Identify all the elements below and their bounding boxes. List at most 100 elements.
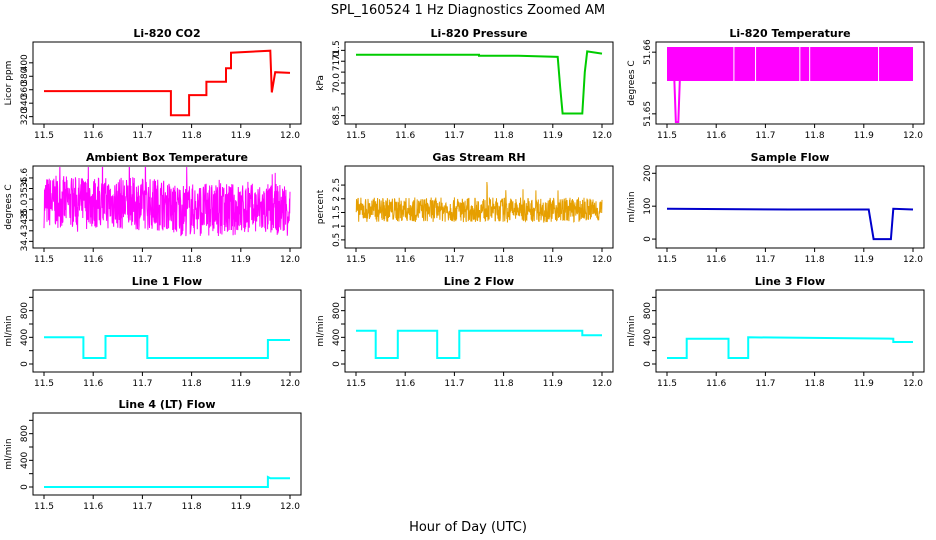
- plot-frame: [32, 412, 302, 496]
- x-tick-label: 11.7: [132, 131, 152, 141]
- figure-title: SPL_160524 1 Hz Diagnostics Zoomed AM: [331, 3, 605, 18]
- panel-title: Ambient Box Temperature: [86, 151, 248, 164]
- series-line: [356, 50, 603, 115]
- x-tick-label: 11.5: [346, 131, 366, 141]
- x-tick-label: 12.0: [903, 131, 923, 141]
- x-tick-label: 11.7: [755, 255, 775, 265]
- x-tick-label: 12.0: [280, 131, 300, 141]
- x-tick-label: 11.6: [706, 131, 726, 141]
- x-tick-label: 11.9: [543, 379, 563, 389]
- panel-title: Li-820 CO2: [133, 27, 200, 40]
- x-tick-label: 11.6: [395, 131, 415, 141]
- y-axis-label: degrees C: [627, 60, 637, 105]
- x-tick-label: 11.9: [231, 379, 251, 389]
- y-axis-label: ml/min: [627, 191, 637, 222]
- y-tick-label: 380: [20, 67, 30, 84]
- y-tick-label: 35.4: [20, 178, 30, 198]
- y-axis-label: kPa: [316, 75, 326, 91]
- series-line: [673, 80, 681, 123]
- x-tick-label: 12.0: [903, 255, 923, 265]
- y-axis-label: Licor ppm: [4, 61, 14, 106]
- x-tick-label: 11.5: [34, 502, 54, 512]
- x-tick-label: 11.5: [34, 379, 54, 389]
- y-tick-label: 400: [20, 328, 30, 345]
- panel-licor_temp: Li-820 Temperature degrees C 11.5 11.6 11.7 1…: [627, 27, 925, 141]
- y-tick-label: 400: [332, 328, 342, 345]
- y-tick-label: 0.5: [332, 233, 342, 247]
- x-tick-label: 11.6: [83, 131, 103, 141]
- y-tick-label: 0: [332, 361, 342, 367]
- y-tick-label: 0: [20, 361, 30, 367]
- x-tick-label: 11.7: [132, 379, 152, 389]
- y-tick-label: 1: [332, 223, 342, 229]
- y-tick-label: 0: [643, 236, 653, 242]
- y-tick-label: 400: [20, 54, 30, 71]
- series-line: [43, 167, 291, 237]
- x-tick-label: 11.8: [494, 255, 514, 265]
- x-tick-label: 11.7: [444, 379, 464, 389]
- series-line: [44, 475, 290, 488]
- x-tick-label: 11.5: [346, 379, 366, 389]
- x-tick-label: 11.8: [494, 379, 514, 389]
- y-tick-label: 400: [643, 328, 653, 345]
- figure-x-axis-label: Hour of Day (UTC): [409, 520, 527, 535]
- y-tick-label: 2.5: [332, 178, 342, 192]
- series-line: [666, 207, 914, 241]
- y-tick-label: 71.5: [332, 40, 342, 60]
- y-tick-label: 320: [20, 108, 30, 125]
- panel-pressure: Li-820 Pressure kPa 11.5 11.6 11.7 11.8 11.9 12…: [316, 27, 614, 141]
- x-tick-label: 11.7: [755, 131, 775, 141]
- series-line: [667, 336, 913, 359]
- y-axis-label: ml/min: [316, 315, 326, 346]
- y-tick-label: 2: [332, 196, 342, 202]
- x-tick-label: 11.9: [543, 255, 563, 265]
- y-tick-label: 35.6: [20, 168, 30, 188]
- x-tick-label: 11.5: [657, 131, 677, 141]
- x-tick-label: 11.8: [182, 502, 202, 512]
- x-tick-label: 11.8: [182, 131, 202, 141]
- panel-line4: Line 4 (LT) Flow ml/min 11.5 11.6 11.7 11.8 11…: [4, 398, 302, 512]
- y-tick-label: 800: [20, 302, 30, 319]
- x-tick-label: 11.5: [657, 255, 677, 265]
- plot-frame: [32, 41, 302, 125]
- x-tick-label: 11.8: [182, 255, 202, 265]
- x-tick-label: 11.5: [657, 379, 677, 389]
- x-tick-label: 11.6: [83, 255, 103, 265]
- plot-frame: [344, 289, 614, 373]
- panel-title: Line 1 Flow: [132, 275, 202, 288]
- x-tick-label: 11.9: [854, 131, 874, 141]
- y-axis-label: ml/min: [4, 438, 14, 469]
- x-tick-label: 11.9: [854, 379, 874, 389]
- y-tick-label: 34.4: [20, 231, 30, 251]
- plot-frame: [344, 165, 614, 249]
- x-tick-label: 12.0: [592, 255, 612, 265]
- panel-title: Line 3 Flow: [755, 275, 825, 288]
- plot-frame: [32, 289, 302, 373]
- y-tick-label: 35.0: [20, 199, 30, 219]
- x-tick-label: 11.8: [805, 379, 825, 389]
- panel-title: Sample Flow: [751, 151, 830, 164]
- x-tick-label: 11.8: [805, 255, 825, 265]
- series-band: [667, 47, 913, 81]
- y-axis-label: percent: [316, 189, 326, 224]
- y-tick-label: 100: [643, 197, 653, 214]
- x-tick-label: 11.8: [494, 131, 514, 141]
- x-tick-label: 11.6: [395, 379, 415, 389]
- x-tick-label: 11.9: [231, 255, 251, 265]
- series-line: [356, 329, 602, 359]
- panel-line2: Line 2 Flow ml/min 11.5 11.6 11.7 11.8 11.9 12.…: [316, 275, 614, 389]
- x-tick-label: 12.0: [280, 379, 300, 389]
- series-line: [44, 335, 290, 359]
- x-tick-label: 11.6: [706, 379, 726, 389]
- panel-box_temp: Ambient Box Temperature degrees C 11.5 11.6…: [4, 151, 302, 265]
- plot-frame: [655, 289, 925, 373]
- y-axis-label: ml/min: [627, 315, 637, 346]
- x-tick-label: 11.6: [83, 379, 103, 389]
- panel-sample_flow: Sample Flow ml/min 11.5 11.6 11.7 11.8 11.9 12.…: [627, 151, 925, 265]
- y-tick-label: 200: [643, 164, 653, 181]
- panel-title: Line 2 Flow: [444, 275, 514, 288]
- plot-frame: [32, 165, 302, 249]
- y-tick-label: 800: [20, 425, 30, 442]
- x-tick-label: 11.8: [805, 131, 825, 141]
